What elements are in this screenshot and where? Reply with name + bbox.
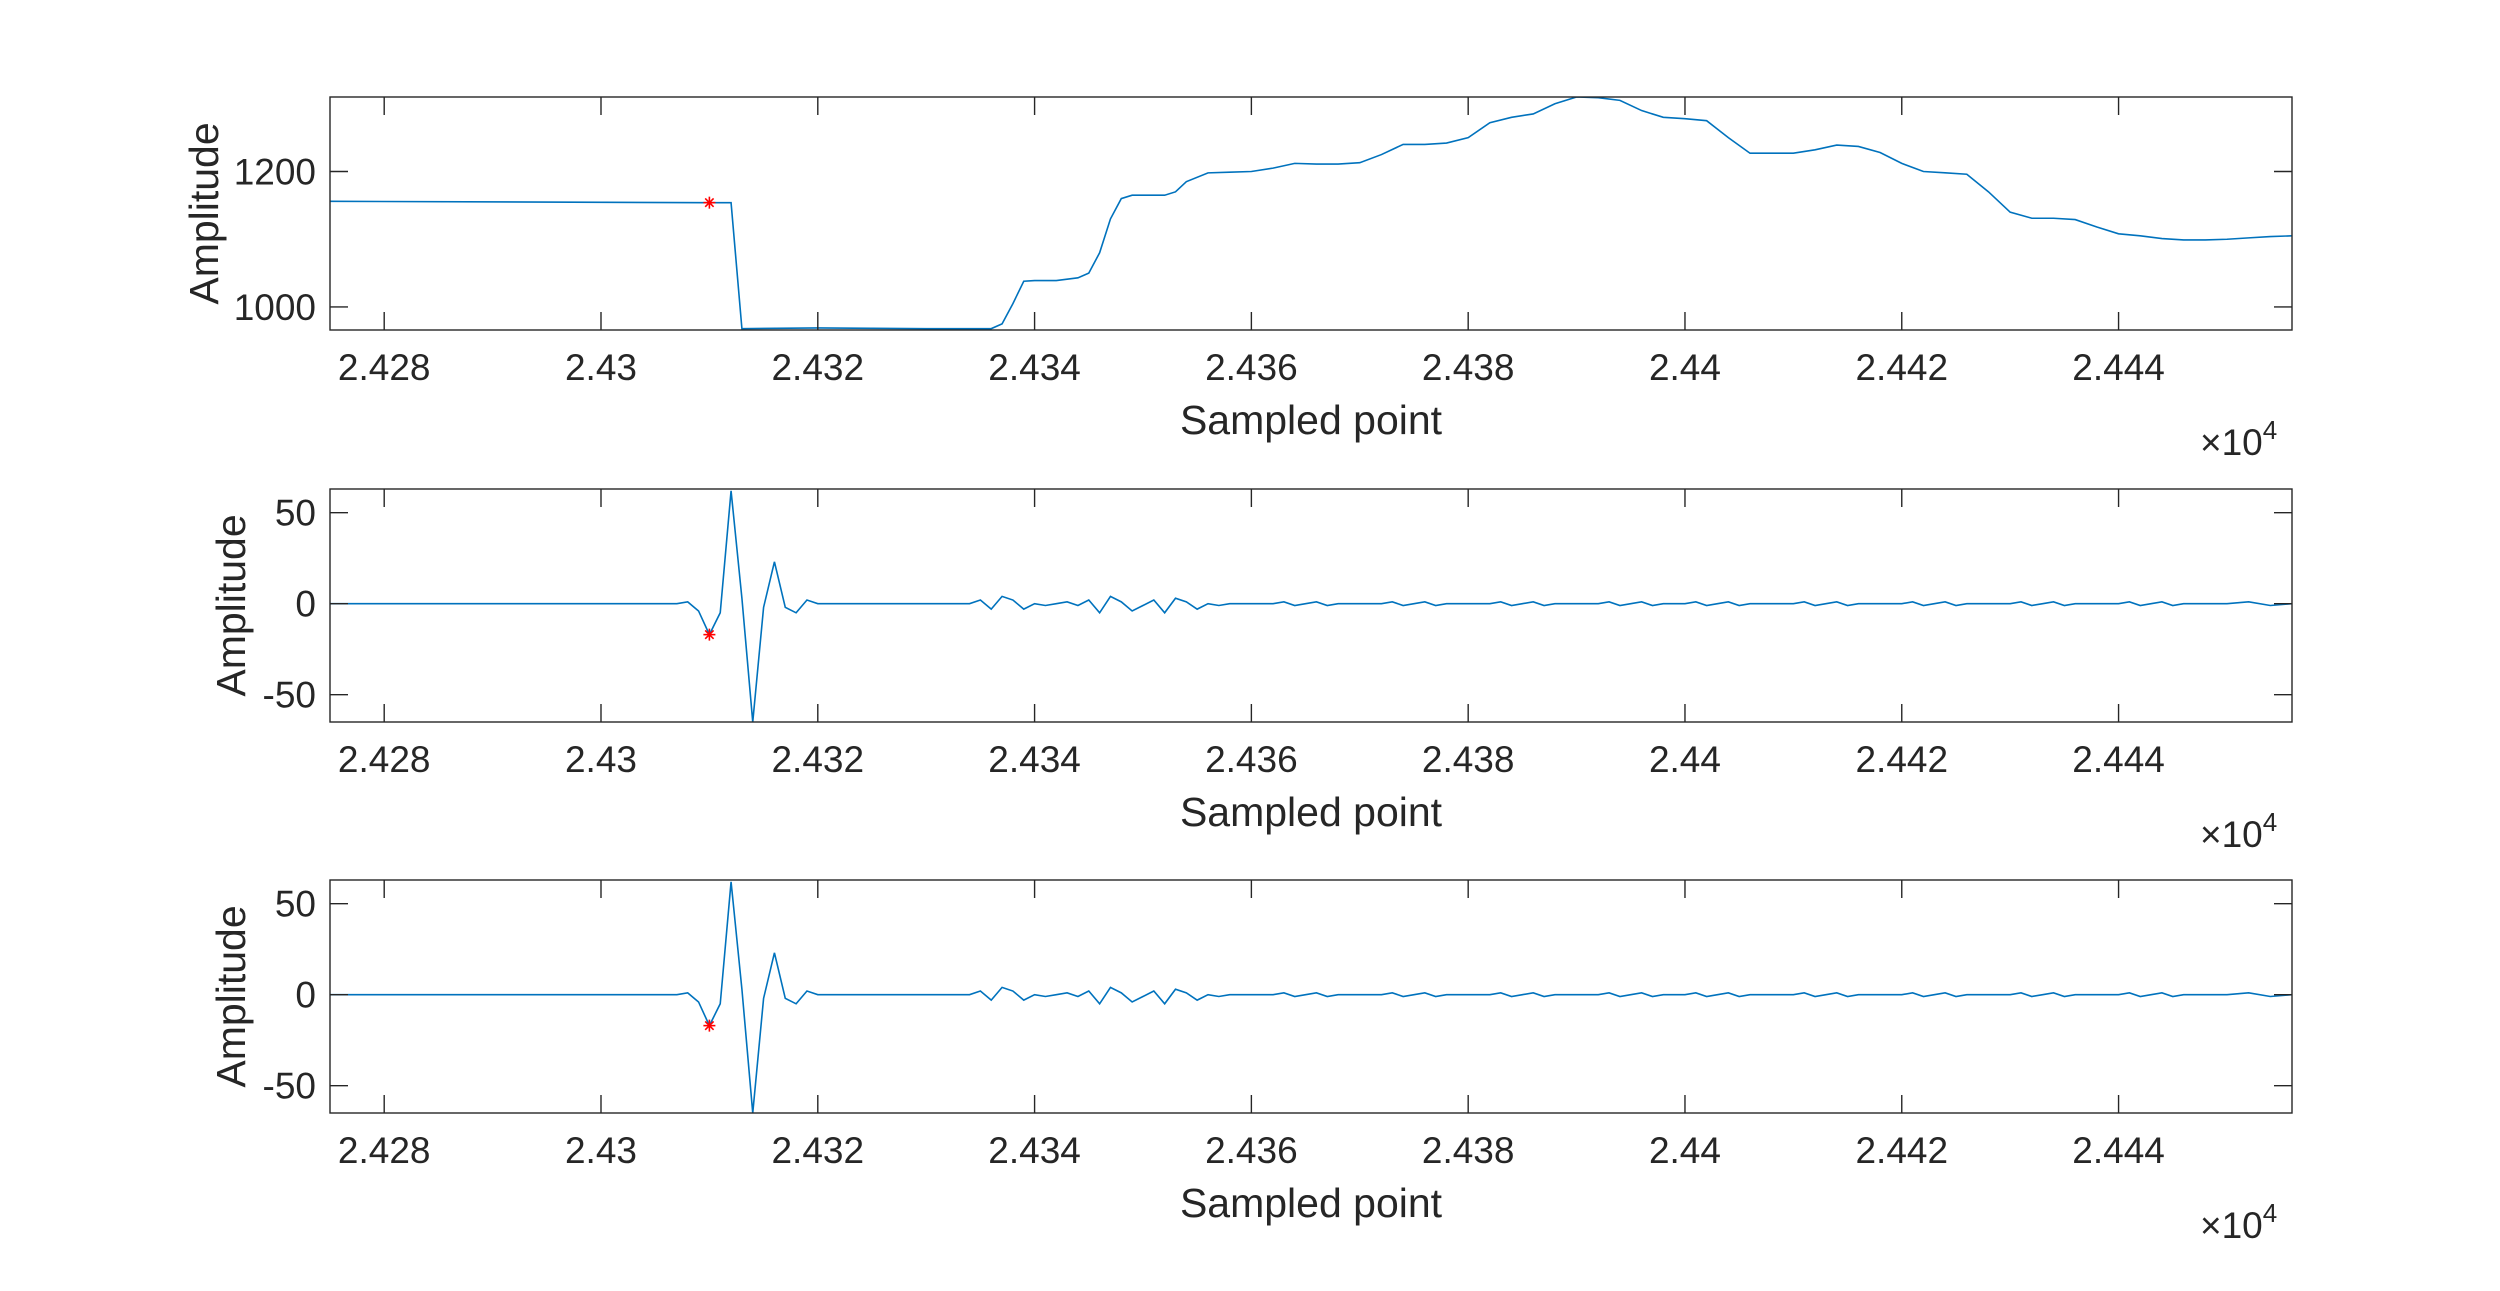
x-tick-label: 2.442: [1855, 347, 1948, 388]
y-tick-label: 0: [295, 584, 316, 625]
x-tick-label: 2.432: [771, 347, 864, 388]
y-tick-label: 50: [275, 884, 316, 925]
y-axis-label: Amplitude: [181, 122, 227, 304]
x-tick-label: 2.442: [1855, 1130, 1948, 1171]
x-exponent-power: 4: [2263, 1198, 2277, 1228]
x-exponent-power: 4: [2263, 807, 2277, 837]
x-axis-label: Sampled point: [1180, 789, 1443, 835]
x-tick-label: 2.436: [1205, 1130, 1298, 1171]
event-marker: [703, 628, 716, 641]
x-tick-label: 2.438: [1422, 347, 1515, 388]
x-tick-label: 2.432: [771, 739, 864, 780]
x-tick-label: 2.43: [565, 347, 637, 388]
x-tick-label: 2.444: [2072, 739, 2165, 780]
x-exponent-base: ×10: [2200, 1205, 2263, 1246]
series-line: [330, 97, 2292, 330]
x-tick-label: 2.43: [565, 739, 637, 780]
x-tick-label: 2.44: [1649, 739, 1721, 780]
event-marker: [703, 1019, 716, 1032]
x-tick-label: 2.438: [1422, 739, 1515, 780]
series-line: [330, 881, 2292, 1113]
x-tick-label: 2.44: [1649, 1130, 1721, 1171]
x-exponent-base: ×10: [2200, 814, 2263, 855]
y-tick-label: -50: [263, 675, 316, 716]
x-tick-label: 2.438: [1422, 1130, 1515, 1171]
x-tick-label: 2.434: [988, 1130, 1081, 1171]
x-axis-label: Sampled point: [1180, 397, 1443, 443]
x-exponent-label: ×104: [2200, 1198, 2277, 1246]
y-axis-label: Amplitude: [208, 905, 254, 1087]
x-tick-label: 2.434: [988, 347, 1081, 388]
x-exponent-base: ×10: [2200, 422, 2263, 463]
x-tick-label: 2.444: [2072, 1130, 2165, 1171]
x-tick-label: 2.428: [338, 1130, 431, 1171]
x-tick-label: 2.436: [1205, 739, 1298, 780]
y-tick-label: 50: [275, 493, 316, 534]
x-tick-label: 2.44: [1649, 347, 1721, 388]
subplot-middle: Amplitude Sampled point ×104 2.428 2.43 2.…: [208, 488, 2293, 855]
x-tick-label: 2.434: [988, 739, 1081, 780]
y-tick-label: 1200: [234, 152, 316, 193]
y-tick-label: -50: [263, 1066, 316, 1107]
y-tick-label: 0: [295, 975, 316, 1016]
axes-box: [329, 879, 2293, 1114]
x-tick-label: 2.428: [338, 347, 431, 388]
subplot-top: Amplitude Sampled point ×104 2.428 2.43 2.…: [181, 96, 2293, 463]
x-tick-label: 2.43: [565, 1130, 637, 1171]
y-tick-label: 1000: [234, 287, 316, 328]
x-tick-label: 2.442: [1855, 739, 1948, 780]
x-axis-label: Sampled point: [1180, 1180, 1443, 1226]
x-exponent-label: ×104: [2200, 807, 2277, 855]
x-tick-label: 2.428: [338, 739, 431, 780]
x-tick-label: 2.436: [1205, 347, 1298, 388]
x-tick-label: 2.444: [2072, 347, 2165, 388]
subplot-bottom: Amplitude Sampled point ×104 2.428 2.43 2.…: [208, 879, 2293, 1246]
x-tick-label: 2.432: [771, 1130, 864, 1171]
axes-box: [329, 96, 2293, 331]
axes-box: [329, 488, 2293, 723]
x-exponent-power: 4: [2263, 415, 2277, 445]
event-marker: [703, 196, 716, 209]
y-axis-label: Amplitude: [208, 514, 254, 696]
series-line: [330, 490, 2292, 722]
x-exponent-label: ×104: [2200, 415, 2277, 463]
